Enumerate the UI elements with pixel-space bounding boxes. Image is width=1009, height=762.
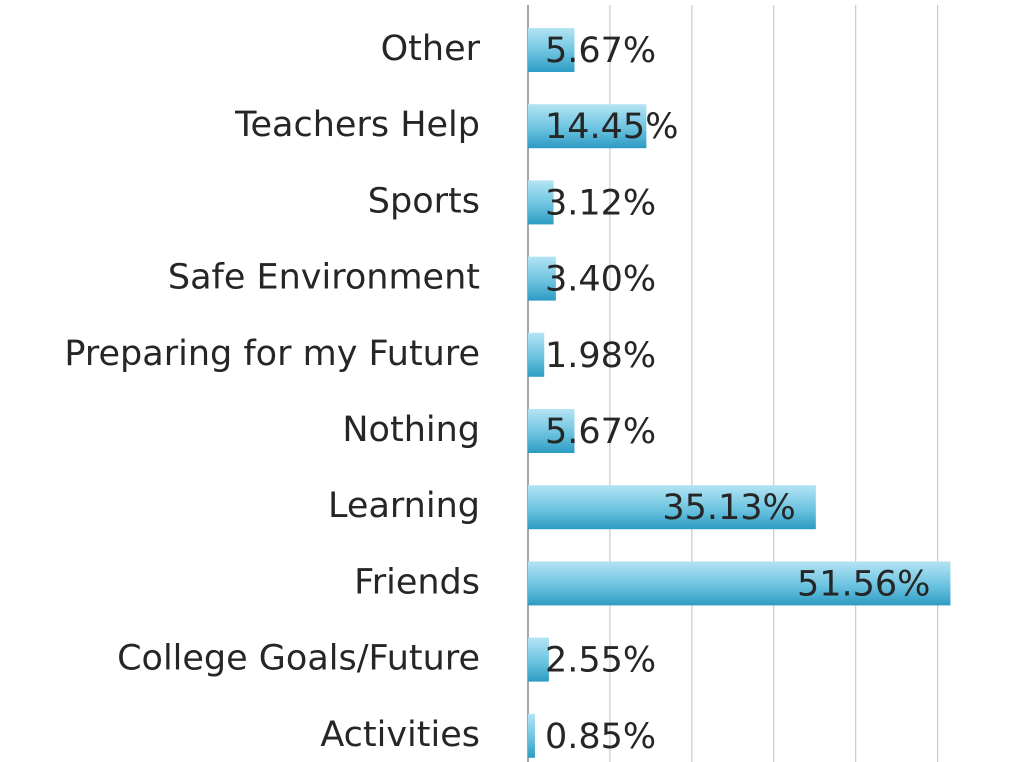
value-label: 2.55% — [545, 641, 656, 681]
bar — [528, 180, 554, 225]
bar — [528, 409, 575, 453]
value-label: 35.13% — [662, 488, 795, 528]
category-label: Activities — [320, 715, 480, 755]
category-label: Learning — [328, 486, 480, 526]
category-label: Sports — [368, 181, 480, 221]
category-label: Friends — [354, 562, 480, 602]
value-label: 14.45% — [545, 107, 678, 147]
value-label: 1.98% — [545, 336, 656, 376]
value-label: 3.40% — [545, 260, 656, 300]
bar — [528, 104, 647, 149]
bar — [528, 713, 535, 758]
category-label: Teachers Help — [234, 105, 480, 145]
category-label: Nothing — [342, 410, 480, 450]
value-label: 0.85% — [545, 717, 656, 757]
bar — [528, 256, 556, 301]
value-label: 5.67% — [545, 31, 656, 71]
bars — [528, 28, 951, 758]
category-label: Other — [381, 29, 481, 69]
value-label: 51.56% — [797, 564, 930, 604]
bar — [528, 332, 545, 377]
labels: Other 5.67% Teachers Help 14.45% Sports 3.12%… — [64, 29, 930, 757]
category-label: Preparing for my Future — [64, 334, 480, 374]
value-label: 5.67% — [545, 412, 656, 452]
category-label: Safe Environment — [168, 258, 480, 298]
value-label: 3.12% — [545, 183, 656, 223]
bar — [528, 637, 549, 682]
category-label: College Goals/Future — [117, 639, 480, 679]
bar — [528, 561, 951, 606]
bar — [528, 485, 816, 530]
bar — [528, 28, 575, 72]
